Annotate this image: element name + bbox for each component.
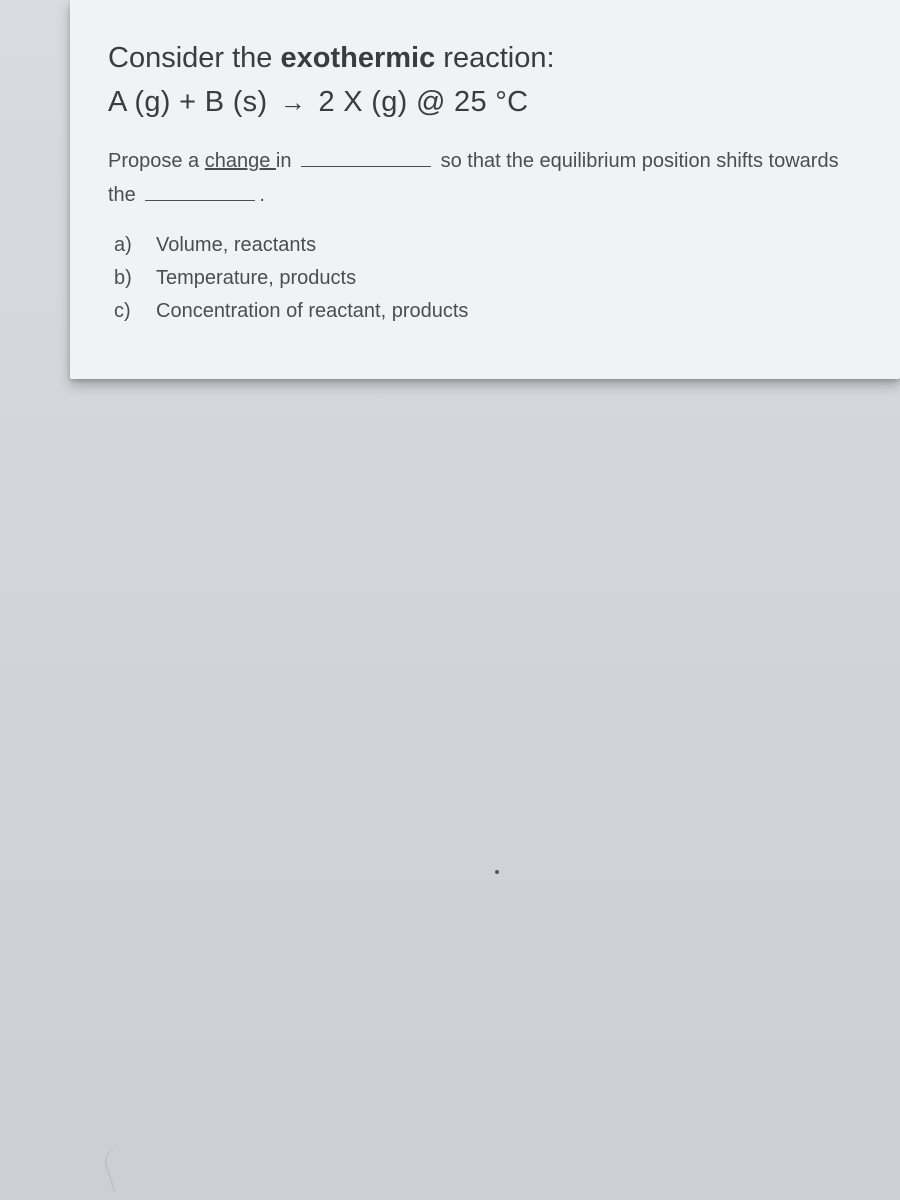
heading-suffix: reaction: [435, 42, 554, 74]
option-text: Temperature, products [156, 263, 356, 294]
q-part1: Propose a [108, 150, 205, 172]
option-text: Concentration of reactant, products [156, 296, 468, 327]
heading-prefix: Consider the [108, 42, 281, 74]
fill-blank-prompt: Propose a change in so that the equilibr… [108, 144, 872, 212]
answer-options: a) Volume, reactants b) Temperature, pro… [108, 230, 872, 327]
screen-smudge [100, 1127, 180, 1191]
blank-2 [145, 182, 255, 201]
option-a[interactable]: a) Volume, reactants [114, 230, 872, 261]
q-period: . [259, 184, 265, 206]
option-label: c) [114, 296, 138, 327]
stray-dot [495, 870, 499, 874]
blank-1 [301, 148, 431, 167]
equation-left: A (g) + B (s) [108, 86, 267, 118]
reaction-equation: A (g) + B (s) → 2 X (g) @ 25 °C [108, 83, 872, 122]
heading-bold: exothermic [281, 42, 436, 74]
option-c[interactable]: c) Concentration of reactant, products [114, 296, 872, 327]
option-label: a) [114, 230, 138, 261]
option-b[interactable]: b) Temperature, products [114, 263, 872, 294]
option-text: Volume, reactants [156, 230, 316, 261]
q-part3: so that the equilibrium position shifts … [435, 150, 839, 172]
equation-right: 2 X (g) @ 25 °C [318, 86, 528, 118]
question-heading: Consider the exothermic reaction: [108, 38, 872, 79]
question-card: Consider the exothermic reaction: A (g) … [70, 0, 900, 379]
q-underlined: change [205, 150, 276, 172]
option-label: b) [114, 263, 138, 294]
arrow-icon: → [280, 85, 306, 120]
q-part4: the [108, 184, 141, 206]
q-part2: in [276, 150, 297, 172]
